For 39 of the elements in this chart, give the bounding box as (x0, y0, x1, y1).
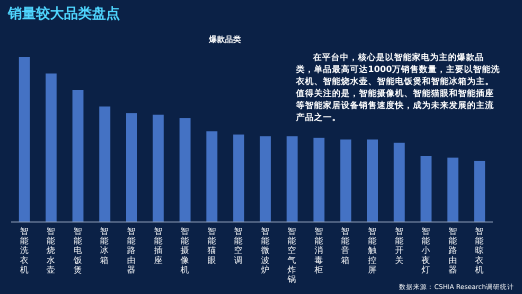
x-tick-label: 智能路由器 (448, 226, 458, 276)
x-tick-label: 智能烧水壶 (46, 226, 56, 276)
x-tick-label: 智能空调 (234, 226, 244, 266)
bar (152, 114, 164, 222)
x-tick-label: 智能洗衣机 (20, 226, 29, 276)
bar (340, 140, 352, 222)
bar (180, 118, 191, 222)
bar (46, 74, 57, 222)
x-tick-label: 智能摄像机 (180, 226, 190, 276)
bar (367, 140, 378, 222)
bar (420, 156, 432, 222)
x-tick-label: 智能触控屏 (368, 226, 377, 276)
bar (233, 134, 244, 222)
bar (394, 142, 405, 222)
annotation: 在平台中，核心是以智能家电为主的爆款品类，单品最高可达1000万销售数量，主要以智能洗衣机、智能烧水壶、智能电饭煲和智能冰箱为主。值得关注的是，智能摄像机、智能猫眼和智能插座等智能家居设备销售速度快，成为未来发展的主流产品之一。 (296, 52, 501, 124)
x-tick-label: 智能空气炸锅 (286, 226, 297, 285)
x-tick-label: 智能猫眼 (207, 226, 216, 266)
x-tick-label: 智能路由器 (127, 226, 136, 276)
bar (99, 106, 110, 222)
bar (474, 160, 486, 222)
x-tick-label: 智能冰箱 (100, 226, 110, 266)
bar (313, 138, 324, 222)
x-tick-label: 智能晾衣机 (475, 226, 484, 276)
x-tick-label: 智能小夜灯 (422, 226, 431, 276)
chart-subtitle: 爆款品类 (208, 35, 241, 44)
bar (126, 113, 137, 222)
x-tick-label: 智能音箱 (341, 226, 350, 266)
x-tick-label: 智能电饭煲 (72, 226, 82, 276)
bar (447, 158, 458, 222)
x-tick-label: 智能消毒柜 (313, 226, 324, 276)
bar (206, 131, 218, 222)
bar (18, 57, 30, 222)
x-tick-label: 智能插座 (154, 226, 163, 266)
x-tick-label: 智能开关 (394, 226, 404, 266)
bar (72, 90, 84, 222)
bar (286, 136, 298, 222)
x-tick-label: 智能微波炉 (260, 226, 270, 276)
bar (260, 136, 271, 222)
chart-title: 销量较大品类盘点 (7, 6, 120, 22)
